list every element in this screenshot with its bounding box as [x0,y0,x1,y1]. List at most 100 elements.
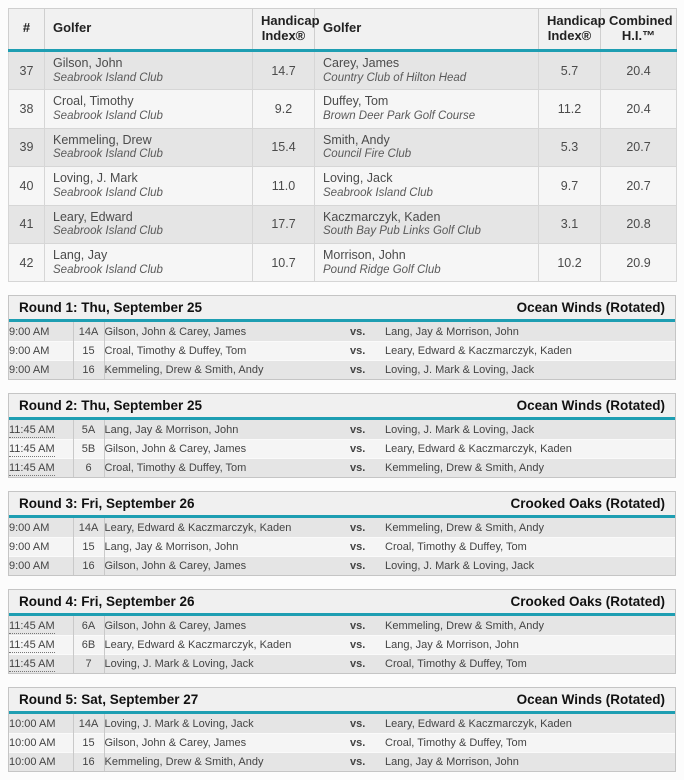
match-row: 10:00 AM 15 Gilson, John & Carey, James … [9,732,675,753]
team-one: Gilson, John & Carey, James [104,325,247,338]
tee-time: 9:00 AM [9,340,74,361]
golfer-cell: Kaczmarczyk, Kaden South Bay Pub Links G… [314,204,539,244]
starting-tee: 16 [73,751,105,772]
tee-time: 10:00 AM [9,751,74,772]
golfer-cell: Kemmeling, Drew Seabrook Island Club [44,127,253,168]
vs-label: vs. [350,521,366,534]
vs-label: vs. [350,340,385,361]
round-section-4: Round 4: Fri, September 26 Crooked Oaks … [8,589,676,675]
handicap-index-value: 11.2 [538,89,601,129]
starting-tee: 15 [73,340,105,361]
vs-label: vs. [350,325,366,338]
pairing-row: 38 Croal, Timothy Seabrook Island Club 9… [8,89,677,129]
vs-label: vs. [350,536,385,557]
golfer-name: Duffey, Tom [323,94,389,109]
handicap-index-value: 10.2 [538,242,601,283]
tee-time[interactable]: 11:45 AM [9,653,74,674]
tee-time: 10:00 AM [9,732,74,753]
tee-time: 9:00 AM [9,536,74,557]
golfer-cell: Carey, James Country Club of Hilton Head [314,49,539,91]
golfer-club: Seabrook Island Club [53,71,163,84]
vs-label: vs. [350,359,385,380]
team-two: Kemmeling, Drew & Smith, Andy [385,457,675,478]
team-one: Kemmeling, Drew & Smith, Andy [104,359,350,380]
golfer-cell: Loving, J. Mark Seabrook Island Club [44,166,253,206]
tee-time: 9:00 AM [9,555,74,576]
tee-time: 9:00 AM [9,518,74,538]
match-row: 11:45 AM 7 Loving, J. Mark & Loving, Jac… [9,653,675,674]
combined-hi-value: 20.8 [600,204,677,244]
golfer-name: Carey, James [323,55,400,70]
team-two: Leary, Edward & Kaczmarczyk, Kaden [385,438,675,459]
team-two: Kemmeling, Drew & Smith, Andy [385,521,544,534]
col-header-golfer-2: Golfer [314,8,539,52]
team-one: Gilson, John & Carey, James [104,555,350,576]
team-two: Croal, Timothy & Duffey, Tom [385,653,675,674]
starting-tee: 15 [73,732,105,753]
tee-time[interactable]: 11:45 AM [9,420,74,440]
match-row: 10:00 AM 14A Loving, J. Mark & Loving, J… [9,714,675,734]
vs-label: vs. [350,457,385,478]
round-course: Crooked Oaks (Rotated) [510,496,665,512]
tee-time[interactable]: 11:45 AM [9,616,74,636]
col-header-golfer-1: Golfer [44,8,253,52]
col-header-number: # [8,8,45,52]
team-one: Leary, Edward & Kaczmarczyk, Kaden [104,634,350,655]
round-course: Ocean Winds (Rotated) [516,692,665,708]
handicap-index-value: 14.7 [252,49,315,91]
team-one: Lang, Jay & Morrison, John [104,536,350,557]
match-row: 10:00 AM 16 Kemmeling, Drew & Smith, And… [9,751,675,772]
col-header-handicap-2: Handicap Index® [538,8,606,52]
match-row: 9:00 AM 14A Gilson, John & Carey, James … [9,322,675,342]
round-matches-table: 11:45 AM 5A Lang, Jay & Morrison, John v… [9,420,675,478]
vs-label: vs. [350,634,385,655]
golfer-club: South Bay Pub Links Golf Club [323,225,481,238]
tee-time: 9:00 AM [9,359,74,380]
pairing-row: 40 Loving, J. Mark Seabrook Island Club … [8,166,677,206]
tee-time[interactable]: 11:45 AM [9,634,74,655]
team-two: Croal, Timothy & Duffey, Tom [385,536,675,557]
golfer-name: Gilson, John [53,55,123,70]
golfer-cell: Morrison, John Pound Ridge Golf Club [314,242,539,283]
handicap-index-value: 9.7 [538,166,601,206]
round-matches-table: 9:00 AM 14A Gilson, John & Carey, James … [9,322,675,380]
starting-tee: 14A [73,322,105,342]
team-two: Loving, J. Mark & Loving, Jack [385,555,675,576]
vs-label: vs. [350,751,385,772]
golfer-club: Pound Ridge Golf Club [323,263,441,276]
round-title: Round 3: Fri, September 26 [19,496,195,512]
pairing-row: 42 Lang, Jay Seabrook Island Club 10.7 M… [8,242,677,283]
match-row: 9:00 AM 14A Leary, Edward & Kaczmarczyk,… [9,518,675,538]
round-course: Ocean Winds (Rotated) [516,398,665,414]
round-matches-table: 10:00 AM 14A Loving, J. Mark & Loving, J… [9,714,675,772]
team-one: Lang, Jay & Morrison, John [104,423,239,436]
golfer-name: Smith, Andy [323,132,390,147]
starting-tee: 7 [73,653,105,674]
team-two: Lang, Jay & Morrison, John [385,634,675,655]
pairing-number: 39 [8,127,45,168]
tee-time[interactable]: 11:45 AM [9,457,74,478]
round-header: Round 5: Sat, September 27 Ocean Winds (… [9,688,675,715]
golfer-cell: Smith, Andy Council Fire Club [314,127,539,168]
golfer-name: Kemmeling, Drew [53,132,152,147]
team-two: Lang, Jay & Morrison, John [385,751,675,772]
tee-time[interactable]: 11:45 AM [9,438,74,459]
match-row: 11:45 AM 6B Leary, Edward & Kaczmarczyk,… [9,634,675,655]
combined-hi-value: 20.4 [600,89,677,129]
starting-tee: 14A [73,518,105,538]
match-row: 11:45 AM 5A Lang, Jay & Morrison, John v… [9,420,675,440]
team-one: Leary, Edward & Kaczmarczyk, Kaden [104,521,292,534]
pairing-number: 37 [8,49,45,91]
golfer-name: Leary, Edward [53,209,133,224]
pairing-row: 41 Leary, Edward Seabrook Island Club 17… [8,204,677,244]
golfer-name: Kaczmarczyk, Kaden [323,209,441,224]
team-one: Loving, J. Mark & Loving, Jack [104,653,350,674]
starting-tee: 5B [73,438,105,459]
match-row: 9:00 AM 15 Lang, Jay & Morrison, John vs… [9,536,675,557]
pairing-number: 41 [8,204,45,244]
golfer-club: Council Fire Club [323,148,412,161]
team-two: Kemmeling, Drew & Smith, Andy [385,619,544,632]
match-row: 11:45 AM 6 Croal, Timothy & Duffey, Tom … [9,457,675,478]
golfer-name: Lang, Jay [53,247,108,262]
